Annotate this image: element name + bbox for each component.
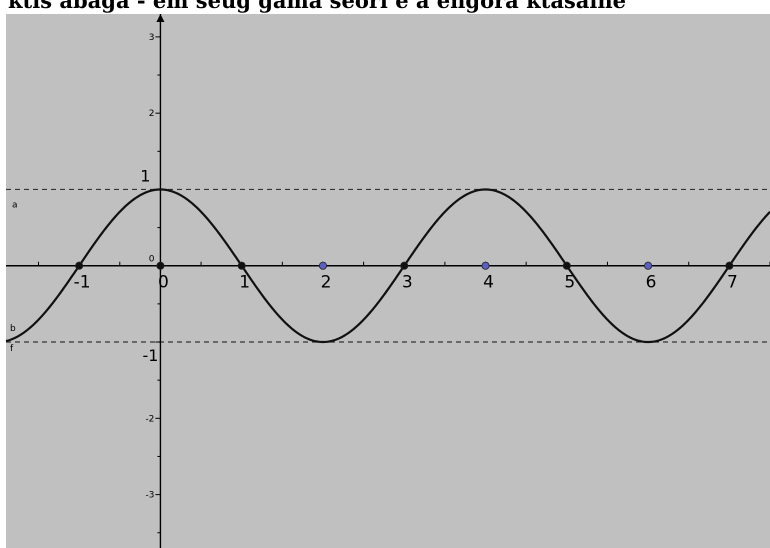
x-tick-label: 3	[402, 273, 413, 293]
x-tick-label: 2	[321, 273, 332, 293]
line-b-label: b	[10, 324, 16, 334]
y-tick-label: -2	[145, 414, 154, 424]
origin-label: 0	[149, 255, 155, 265]
x-tick-label: 1	[239, 273, 250, 293]
x-tick-label: 4	[483, 273, 494, 293]
point-0	[157, 262, 164, 269]
point-2	[319, 262, 326, 269]
x-tick-label: 7	[727, 273, 738, 293]
point-7	[726, 262, 733, 269]
y-marker-minus1-label: -1	[142, 346, 158, 365]
y-tick-label: -3	[145, 491, 154, 501]
x-tick-label: 5	[564, 273, 575, 293]
point--1	[76, 262, 83, 269]
y-tick-label: 3	[149, 33, 155, 43]
point-6	[644, 262, 651, 269]
x-tick-label: -1	[74, 273, 91, 293]
x-tick-label: 0	[158, 273, 169, 293]
point-3	[401, 262, 408, 269]
point-5	[563, 262, 570, 269]
line-a-label: a	[12, 200, 18, 210]
point-4	[482, 262, 489, 269]
x-tick-label: 6	[646, 273, 657, 293]
point-1	[238, 262, 245, 269]
y-tick-label: 2	[149, 109, 155, 119]
y-marker-1-label: 1	[140, 166, 150, 185]
